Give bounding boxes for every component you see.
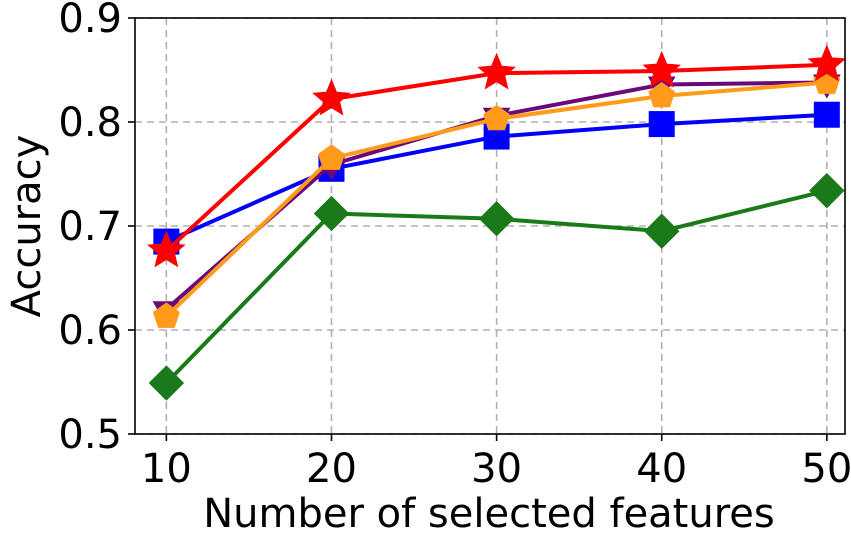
- series-5-star-point: [807, 44, 847, 82]
- series-1-diamond-point: [313, 195, 350, 232]
- tick-layer: 10 20 30 40 50 0.5 0.6 0.7 0.8 0.9: [58, 0, 851, 492]
- series-4-pentagon-point: [483, 104, 511, 131]
- series-1-diamond-point: [644, 213, 680, 249]
- x-tick-label: 50: [801, 446, 851, 492]
- x-tick-label: 20: [306, 446, 357, 492]
- series-1-diamond-point: [809, 172, 845, 209]
- series-5-star-point: [312, 78, 351, 116]
- series-4-pentagon-point: [318, 144, 345, 170]
- y-tick-label: 0.5: [58, 412, 122, 458]
- series-2-square-point: [813, 101, 840, 128]
- x-tick-label: 40: [636, 446, 687, 492]
- y-tick-label: 0.6: [58, 308, 122, 354]
- series-1-diamond-point: [478, 201, 515, 237]
- series-1-diamond-point: [148, 365, 185, 401]
- x-tick-label: 30: [471, 446, 522, 492]
- series-5-star-point: [147, 230, 186, 268]
- y-axis-label: Accuracy: [4, 135, 50, 318]
- x-axis-label: Number of selected features: [203, 491, 774, 535]
- series-5-star-point: [642, 50, 682, 88]
- series-1: [148, 172, 845, 401]
- series-5: [147, 44, 847, 268]
- series-4-pentagon-point: [648, 81, 676, 108]
- series-2-square-point: [648, 111, 675, 138]
- y-tick-label: 0.8: [58, 100, 122, 146]
- y-tick-label: 0.7: [58, 204, 122, 250]
- series-4-pentagon-point: [152, 302, 180, 328]
- series-4: [152, 68, 841, 328]
- series-5-star-point: [477, 52, 516, 90]
- series-layer: [147, 44, 847, 401]
- x-tick-label: 10: [141, 446, 192, 492]
- y-tick-label: 0.9: [58, 0, 122, 42]
